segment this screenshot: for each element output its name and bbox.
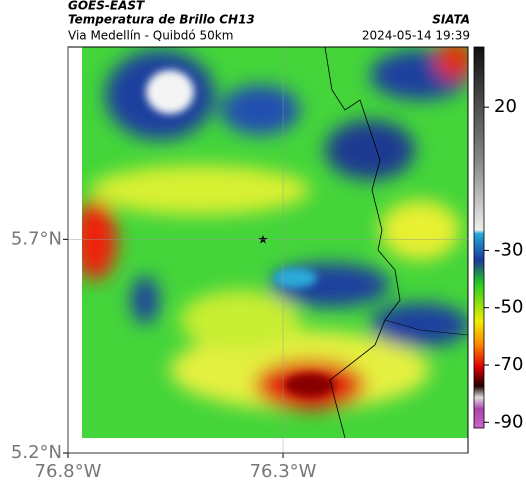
colorbar-tick-label: -50: [494, 297, 523, 318]
y-tick-label: 5.7°N: [11, 228, 62, 249]
colorbar-tick-label: -90: [494, 411, 523, 432]
colorbar: [473, 46, 485, 429]
colorbar-tick-label: -30: [494, 239, 523, 260]
colorbar-tick-label: 20: [494, 96, 517, 117]
x-tick-label: 76.8°W: [35, 461, 102, 482]
x-tick-label: 76.3°W: [250, 461, 317, 482]
datetime: 2024-05-14 19:39: [362, 29, 470, 43]
subtitle: Temperatura de Brillo CH13: [68, 13, 255, 27]
y-tick-label: 5.2°N: [11, 442, 62, 463]
source: SIATA: [432, 13, 470, 27]
colorbar-tick-label: -70: [494, 354, 523, 375]
title: GOES-EAST: [68, 0, 145, 13]
route: Via Medellín - Quibdó 50km: [68, 29, 233, 43]
brightness-field: ★: [82, 47, 468, 438]
